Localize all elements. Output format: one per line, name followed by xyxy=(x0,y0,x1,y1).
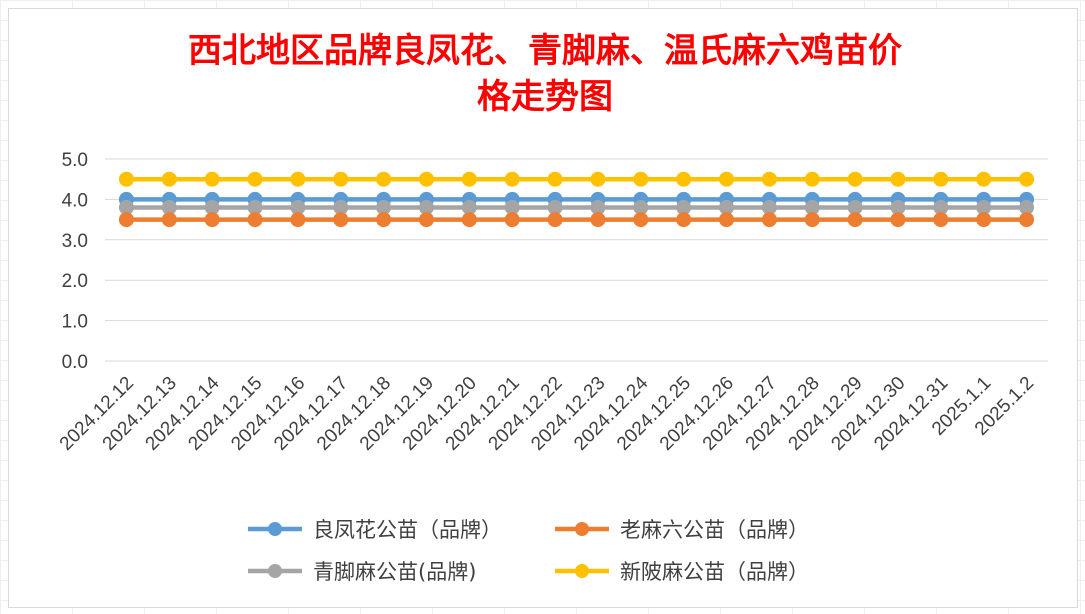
data-point xyxy=(204,212,220,228)
gridlines xyxy=(105,158,1048,362)
x-axis-tick-labels: 2024.12.122024.12.132024.12.142024.12.15… xyxy=(56,372,1038,454)
data-point xyxy=(247,171,263,187)
data-point xyxy=(504,171,520,187)
legend-label: 良凤花公苗（品牌） xyxy=(313,518,502,542)
data-point xyxy=(590,212,606,228)
legend-item[interactable]: 良凤花公苗（品牌） xyxy=(248,518,502,542)
data-point xyxy=(161,212,177,228)
data-point xyxy=(461,171,477,187)
legend-swatch-marker xyxy=(575,564,589,578)
legend-swatch-marker xyxy=(268,564,282,578)
data-point xyxy=(761,171,777,187)
legend-item[interactable]: 青脚麻公苗(品牌) xyxy=(248,560,476,584)
legend-item[interactable]: 新陂麻公苗（品牌） xyxy=(555,560,809,584)
data-point xyxy=(976,212,992,228)
data-point xyxy=(890,212,906,228)
data-point xyxy=(418,212,434,228)
data-point xyxy=(161,171,177,187)
data-point xyxy=(376,171,392,187)
chart-title: 西北地区品牌良凤花、青脚麻、温氏麻六鸡苗价 格走势图 xyxy=(188,31,902,117)
data-point xyxy=(333,212,349,228)
data-point xyxy=(1019,212,1035,228)
chart-area[interactable] xyxy=(8,8,1078,608)
chart-title-line-2: 格走势图 xyxy=(477,77,613,117)
data-point xyxy=(333,171,349,187)
series-lines xyxy=(118,171,1035,228)
legend-swatch-marker xyxy=(268,522,282,536)
data-point xyxy=(290,171,306,187)
legend-label: 老麻六公苗（品牌） xyxy=(620,518,809,542)
data-point xyxy=(633,171,649,187)
y-tick-label: 5.0 xyxy=(62,150,88,171)
data-point xyxy=(590,171,606,187)
y-tick-label: 2.0 xyxy=(62,271,88,292)
data-point xyxy=(761,212,777,228)
data-point xyxy=(118,212,134,228)
data-point xyxy=(1019,171,1035,187)
data-point xyxy=(676,171,692,187)
legend-item[interactable]: 老麻六公苗（品牌） xyxy=(555,518,809,542)
data-point xyxy=(461,212,477,228)
data-point xyxy=(547,171,563,187)
data-point xyxy=(418,171,434,187)
chart-title-line-1: 西北地区品牌良凤花、青脚麻、温氏麻六鸡苗价 xyxy=(188,31,902,71)
data-point xyxy=(804,212,820,228)
data-point xyxy=(847,212,863,228)
legend[interactable]: 良凤花公苗（品牌） 老麻六公苗（品牌） 青脚麻公苗(品牌) 新陂麻公苗（品牌） xyxy=(248,518,809,584)
data-point xyxy=(890,171,906,187)
data-point xyxy=(719,212,735,228)
data-point xyxy=(290,212,306,228)
data-point xyxy=(547,212,563,228)
data-point xyxy=(933,212,949,228)
data-point xyxy=(504,212,520,228)
data-point xyxy=(376,212,392,228)
y-tick-label: 4.0 xyxy=(62,190,88,211)
y-tick-label: 3.0 xyxy=(62,231,88,252)
legend-label: 青脚麻公苗(品牌) xyxy=(313,560,476,584)
legend-swatch-marker xyxy=(575,522,589,536)
legend-label: 新陂麻公苗（品牌） xyxy=(620,560,809,584)
data-point xyxy=(118,171,134,187)
data-point xyxy=(633,212,649,228)
data-point xyxy=(247,212,263,228)
data-point xyxy=(976,171,992,187)
data-point xyxy=(933,171,949,187)
data-point xyxy=(847,171,863,187)
y-tick-label: 1.0 xyxy=(62,312,88,333)
y-axis-tick-labels: 0.0 1.0 2.0 3.0 4.0 5.0 xyxy=(62,150,88,373)
data-point xyxy=(719,171,735,187)
data-point xyxy=(804,171,820,187)
data-point xyxy=(204,171,220,187)
data-point xyxy=(676,212,692,228)
y-tick-label: 0.0 xyxy=(62,352,88,373)
